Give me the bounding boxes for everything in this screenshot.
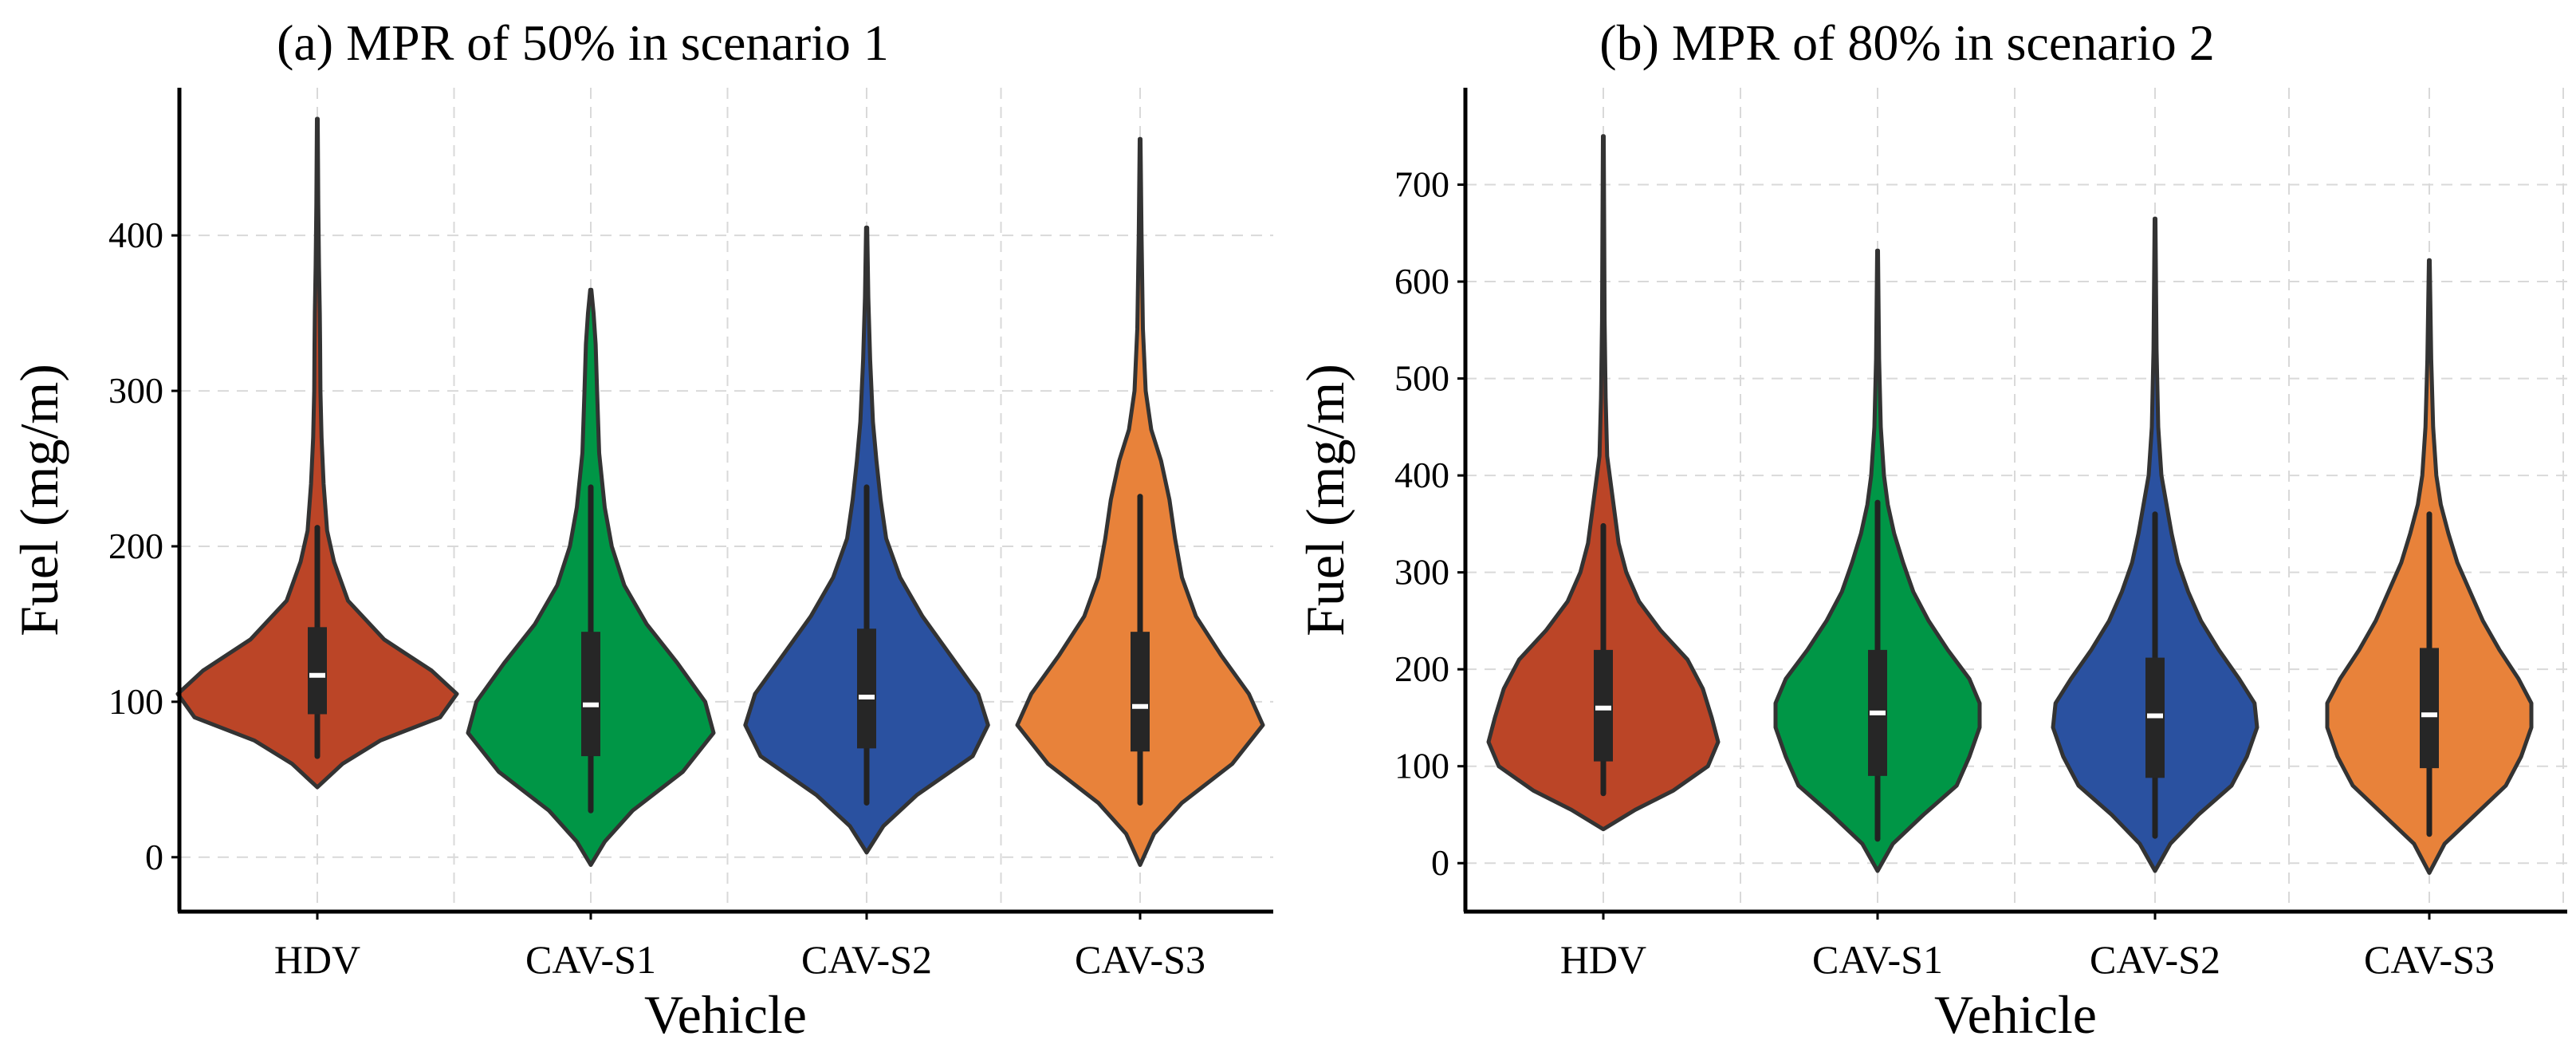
panel-b-y-tick-label: 500 <box>1394 358 1449 399</box>
panel-b-y-tick-label: 0 <box>1431 842 1449 883</box>
panel-a-y-tick-label: 400 <box>108 215 163 255</box>
panel-b-x-tick-label-hdv: HDV <box>1560 937 1646 982</box>
panel-b-y-tick-label: 600 <box>1394 261 1449 301</box>
panel-a-y-tick-label: 200 <box>108 526 163 566</box>
panel-b-y-ticks: 0 100 200 300 400 500 600 700 <box>1394 164 1465 883</box>
panel-a-x-tick-label-hdv: HDV <box>274 937 360 982</box>
panel-a-y-tick-label: 0 <box>145 837 163 877</box>
panel-a-x-axis-label: Vehicle <box>644 984 807 1045</box>
panel-a-iqr-box-cav-s2 <box>857 628 876 749</box>
panel-a-violin-hdv <box>175 116 459 790</box>
panel-a-violins <box>175 116 1265 867</box>
panel-a-x-ticks: HDV CAV-S1 CAV-S2 CAV-S3 <box>274 912 1205 982</box>
panel-b-violins <box>1486 134 2534 875</box>
panel-a-chart: (a) MPR of 50% in scenario 1 0 100 200 300 4… <box>9 14 1273 1045</box>
panel-a-x-tick-label-cav-s2: CAV-S2 <box>801 937 932 982</box>
panel-b-x-axis-label: Vehicle <box>1934 984 2097 1045</box>
panel-a-y-axis-label: Fuel (mg/m) <box>9 364 69 636</box>
panel-a-y-ticks: 0 100 200 300 400 <box>108 215 179 877</box>
panel-a-y-tick-label: 100 <box>108 681 163 722</box>
panel-b-y-tick-label: 300 <box>1394 552 1449 593</box>
panel-b-x-tick-label-cav-s1: CAV-S1 <box>1812 937 1943 982</box>
panel-b-chart: (b) MPR of 80% in scenario 2 0 100 200 300 4… <box>1295 14 2567 1045</box>
panel-a-title: (a) MPR of 50% in scenario 1 <box>277 14 889 71</box>
panel-b-x-tick-label-cav-s2: CAV-S2 <box>2090 937 2220 982</box>
panel-b-iqr-box-cav-s3 <box>2420 648 2439 769</box>
panel-b-x-ticks: HDV CAV-S1 CAV-S2 CAV-S3 <box>1560 912 2495 982</box>
panel-b-y-tick-label: 400 <box>1394 455 1449 495</box>
panel-b-y-axis-label: Fuel (mg/m) <box>1295 364 1355 636</box>
panel-a-x-tick-label-cav-s3: CAV-S3 <box>1075 937 1205 982</box>
panel-b-y-tick-label: 100 <box>1394 746 1449 786</box>
panel-b-y-tick-label: 200 <box>1394 648 1449 689</box>
panel-b-y-tick-label: 700 <box>1394 164 1449 205</box>
panel-b-x-tick-label-cav-s3: CAV-S3 <box>2364 937 2495 982</box>
panel-a-x-tick-label-cav-s1: CAV-S1 <box>525 937 656 982</box>
panel-a-iqr-box-cav-s3 <box>1131 632 1150 752</box>
panel-a-y-tick-label: 300 <box>108 370 163 411</box>
panel-a-iqr-box-hdv <box>308 627 327 715</box>
panel-a-iqr-box-cav-s1 <box>581 632 600 757</box>
panel-b-title: (b) MPR of 80% in scenario 2 <box>1599 14 2214 71</box>
panel-b-violin-hdv <box>1486 134 1721 832</box>
panel-b-iqr-box-hdv <box>1594 649 1613 762</box>
